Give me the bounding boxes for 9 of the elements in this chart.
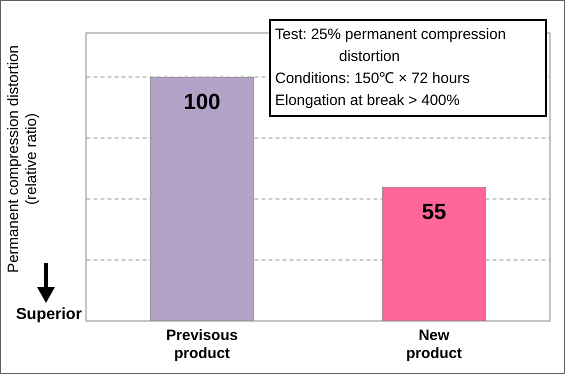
data-label: 55 (422, 198, 446, 224)
x-tick-label: Previsous product (166, 327, 238, 362)
annotation: Conditions: 150℃ × 72 hours (275, 69, 471, 89)
y-axis-title: Permanent compression distortion (relative ratio) (5, 44, 41, 275)
data-label: 100 (184, 88, 220, 114)
annotation: Elongation at break > 400% (275, 91, 461, 111)
text: Superior (16, 306, 82, 324)
annotation: Test: 25% permanent compression distortion (275, 25, 507, 67)
x-tick-label: New product (406, 327, 462, 362)
